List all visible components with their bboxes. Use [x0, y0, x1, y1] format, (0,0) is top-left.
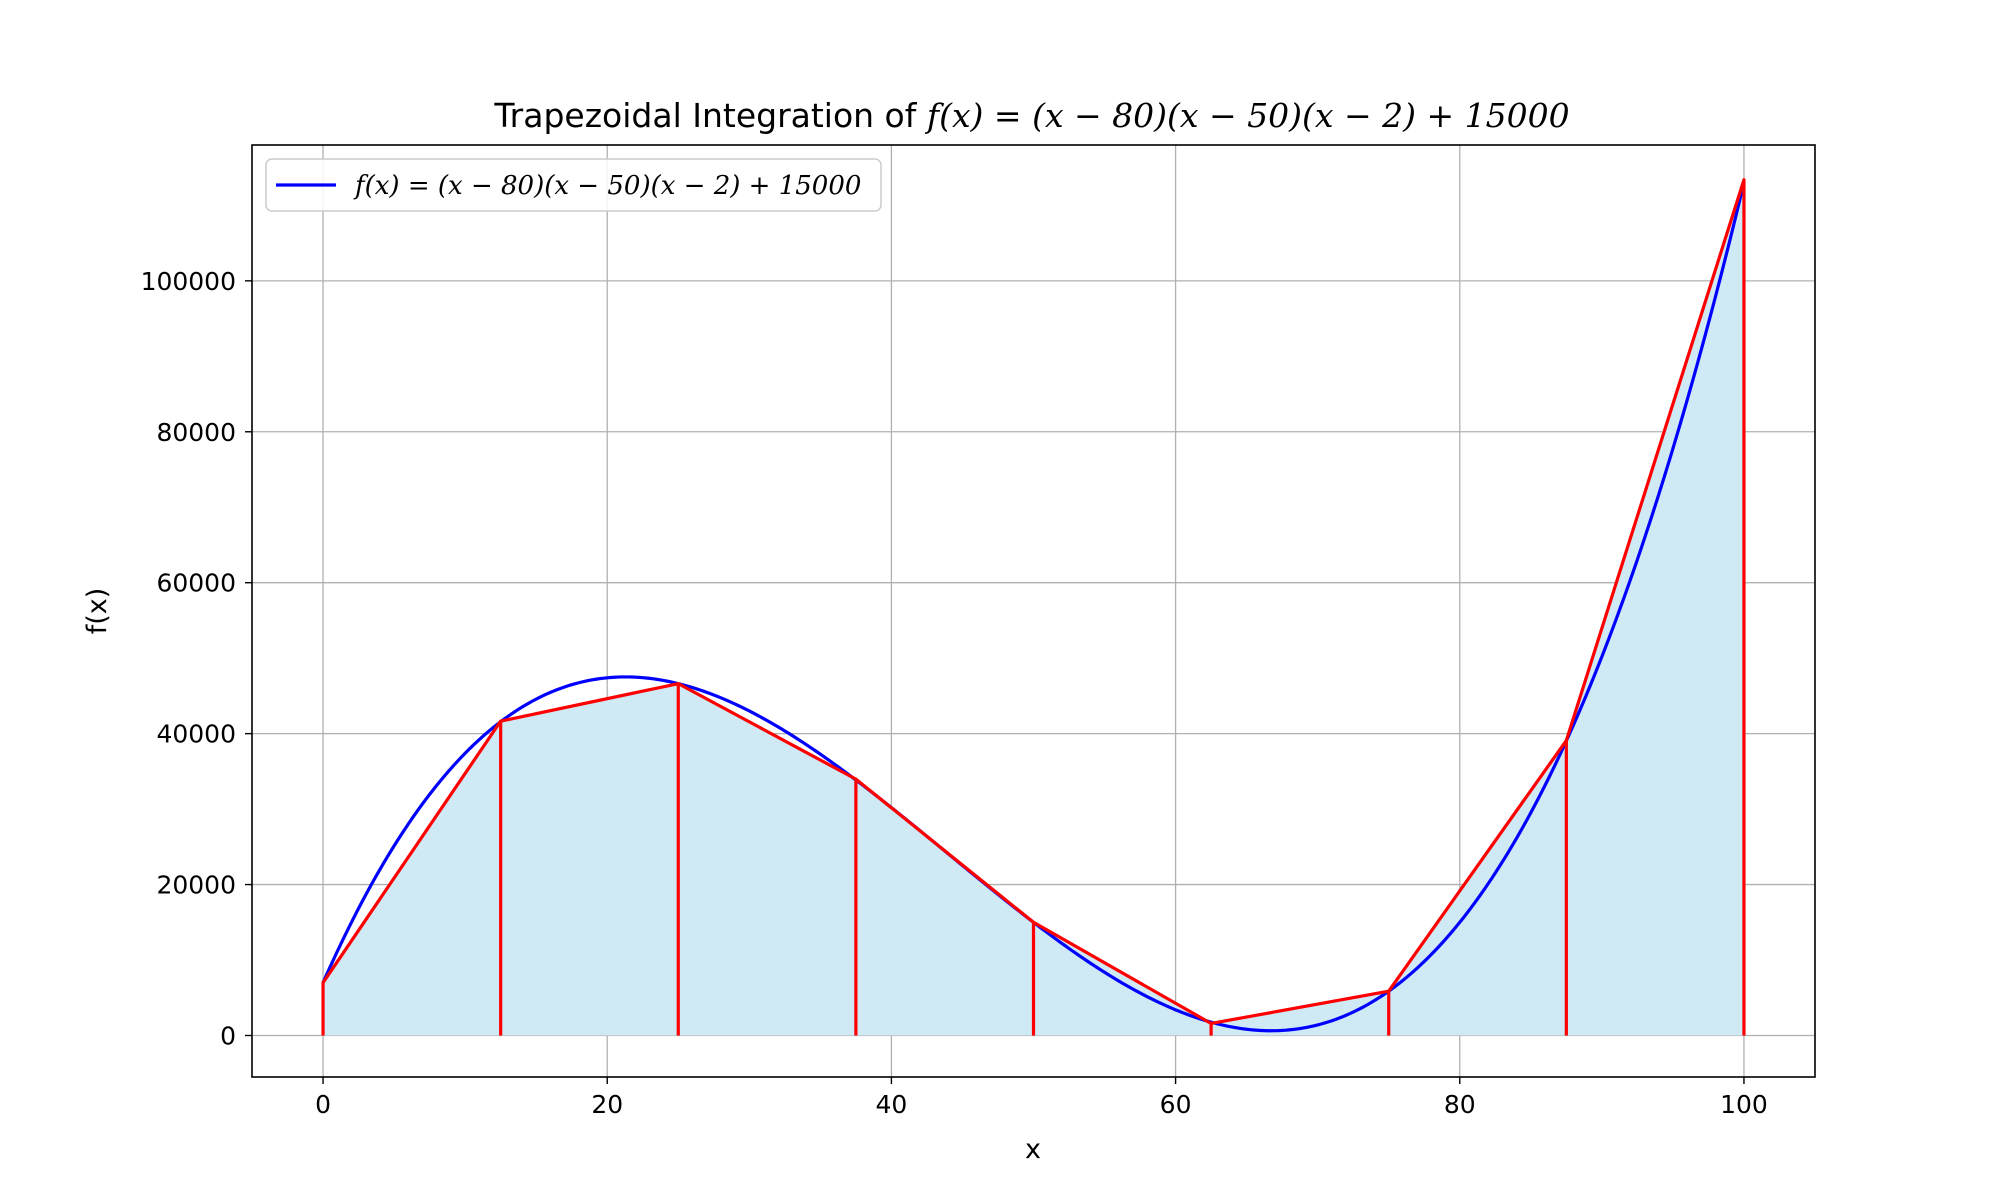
x-tick-label: 100 [1720, 1090, 1768, 1119]
trapezoid-top-edge [1209, 989, 1391, 1026]
x-tick-label: 20 [591, 1090, 623, 1119]
x-tick-label: 60 [1160, 1090, 1192, 1119]
x-tick-label: 0 [315, 1090, 331, 1119]
plot-frame [251, 144, 1816, 1078]
y-tick-label: 0 [220, 1021, 236, 1050]
trapezoid-top-edge [1031, 920, 1213, 1026]
trapezoid-top-edge [854, 777, 1036, 924]
x-axis-label: x [1025, 1134, 1041, 1165]
trapezoid-top-edge [499, 682, 680, 723]
legend-box [265, 158, 882, 212]
x-tick-label: 80 [1444, 1090, 1476, 1119]
y-axis-label: f(x) [82, 588, 113, 635]
y-tick-label: 40000 [156, 720, 236, 749]
trapezoid-top-edge [1564, 178, 1746, 743]
trapezoid-lines-layer [321, 178, 1746, 1036]
chart-title: Trapezoidal Integration of f(x) = (x − 8… [493, 96, 1569, 135]
y-tick-label: 100000 [141, 267, 236, 296]
trapezoid-top-edge [321, 719, 503, 985]
chart-title-function: f(x) = (x − 80)(x − 50)(x − 2) + 15000 [924, 96, 1570, 135]
y-tick-label: 60000 [156, 569, 236, 598]
y-tick-label: 20000 [156, 871, 236, 900]
legend-entry-function: f(x) = (x − 80)(x − 50)(x − 2) + 15000 [353, 171, 861, 201]
axis-ticks: 0 20 40 60 80 100 0 20000 40000 60000 80000 100000 [141, 267, 1768, 1119]
trapezoid-top-edge [1387, 738, 1568, 993]
legend: f(x) = (x − 80)(x − 50)(x − 2) + 15000 [265, 158, 882, 212]
x-tick-label: 40 [876, 1090, 908, 1119]
chart-title-prefix: Trapezoidal Integration of [493, 96, 926, 135]
y-tick-label: 80000 [156, 418, 236, 447]
trapezoid-top-edge [676, 682, 858, 781]
